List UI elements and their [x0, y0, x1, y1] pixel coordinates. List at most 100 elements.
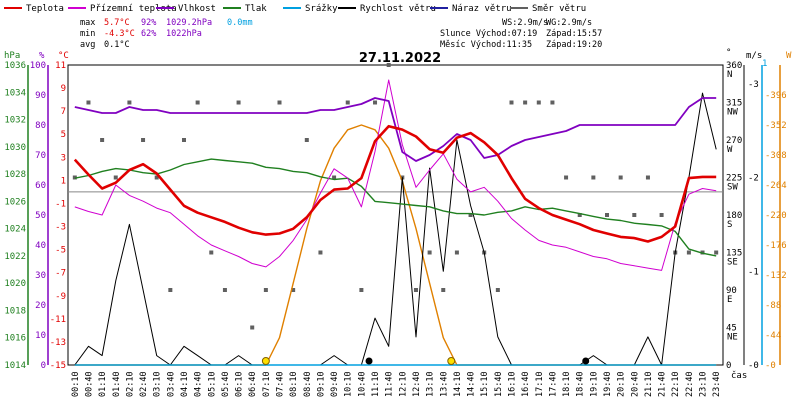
- tick-pct: 90: [35, 91, 46, 101]
- dir-point: [427, 250, 432, 255]
- tick-x: 02:40: [139, 371, 149, 397]
- stat-label-min: min: [80, 29, 95, 39]
- tick-w: -220: [765, 211, 787, 221]
- dir-point: [632, 213, 637, 217]
- tick-celsius: 11: [55, 61, 66, 71]
- tick-x: 18:10: [562, 371, 572, 397]
- tick-celsius: -11: [50, 315, 66, 325]
- tick-pct: 20: [35, 301, 46, 311]
- dir-point: [345, 100, 350, 105]
- dir-point: [209, 250, 214, 255]
- tick-x: 08:40: [303, 371, 313, 397]
- stat-sun-set: Západ:15:57: [546, 29, 602, 39]
- tick-x: 19:10: [589, 371, 599, 397]
- dir-point: [236, 100, 241, 105]
- y-axes: 1036103410321030102810261024102210201018…: [4, 61, 786, 371]
- dir-point: [304, 138, 309, 142]
- dir-point: [127, 100, 132, 105]
- tick-celsius: -9: [55, 292, 66, 302]
- tick-x: 21:10: [644, 371, 654, 397]
- tick-x: 03:40: [166, 371, 176, 397]
- tick-x: 11:40: [385, 371, 395, 397]
- tick-pct: 50: [35, 211, 46, 221]
- tick-x: 05:40: [221, 371, 231, 397]
- stat-temp-min: -4.3°C: [104, 29, 135, 39]
- tick-x: 09:10: [316, 371, 326, 397]
- stat-moon-set: Západ:19:20: [546, 40, 602, 50]
- tick-x: 02:10: [125, 371, 135, 397]
- tick-x: 01:10: [98, 371, 108, 397]
- tick-deg: 90: [726, 286, 737, 296]
- tick-x: 15:10: [480, 371, 490, 397]
- wind-top-label: 1: [762, 59, 767, 69]
- tick-x: 21:40: [658, 371, 668, 397]
- tick-celsius: -1: [55, 199, 66, 209]
- series-sun: [74, 124, 717, 366]
- dir-point: [468, 213, 473, 217]
- tick-x: 06:10: [235, 371, 245, 397]
- tick-x: 08:10: [289, 371, 299, 397]
- dir-point: [509, 100, 514, 105]
- plot-area: [72, 63, 719, 366]
- tick-x: 16:10: [507, 371, 517, 397]
- x-axis-title: čas: [731, 370, 747, 381]
- tick-x: 17:40: [548, 371, 558, 397]
- tick-hpa: 1016: [4, 334, 26, 344]
- tick-celsius: -5: [55, 246, 66, 256]
- dir-point: [86, 100, 91, 105]
- dir-point: [591, 175, 596, 180]
- tick-celsius: 3: [61, 153, 66, 163]
- tick-deg: 360: [726, 61, 742, 71]
- dir-point: [318, 250, 323, 255]
- stat-label-max: max: [80, 18, 95, 28]
- tick-x: 01:40: [112, 371, 122, 397]
- tick-hpa: 1032: [4, 116, 26, 126]
- stat-temp-max: 5.7°C: [104, 18, 130, 28]
- tick-deg: 270: [726, 136, 742, 146]
- tick-x: 17:10: [535, 371, 545, 397]
- tick-ms: -1: [748, 267, 759, 277]
- stat-rain-max: 0.0mm: [227, 18, 253, 28]
- tick-x: 05:10: [207, 371, 217, 397]
- dir-point: [523, 100, 528, 105]
- tick-ms: -0: [748, 361, 759, 371]
- axis-title-celsius: °C: [58, 51, 69, 61]
- tick-deg: 225: [726, 174, 742, 184]
- tick-hpa: 1036: [4, 61, 26, 71]
- tick-w: -0: [765, 361, 776, 371]
- tick-hpa: 1026: [4, 197, 26, 207]
- tick-deg: 45: [726, 324, 737, 334]
- tick-x: 10:10: [344, 371, 354, 397]
- dir-point: [141, 138, 146, 142]
- tick-dir: NW: [727, 108, 738, 118]
- tick-dir: NE: [727, 333, 738, 343]
- stat-wg: WG:2.9m/s: [546, 18, 592, 28]
- tick-dir: E: [727, 295, 732, 305]
- tick-w: -88: [765, 301, 781, 311]
- tick-dir: S: [727, 220, 732, 230]
- tick-x: 22:10: [671, 371, 681, 397]
- dir-point: [263, 288, 268, 292]
- tick-x: 07:40: [276, 371, 286, 397]
- legend-label-wind: Rychlost větru: [360, 4, 436, 14]
- tick-hpa: 1018: [4, 306, 26, 316]
- series-hum: [74, 97, 717, 162]
- axis-title-pct: %: [39, 51, 45, 61]
- moonrise-marker: [365, 357, 373, 365]
- legend-label-gust: Náraz větru: [452, 4, 512, 14]
- tick-x: 12:40: [412, 371, 422, 397]
- stats-block: max min avg 5.7°C -4.3°C 0.1°C 92% 62% 1…: [80, 18, 602, 50]
- tick-x: 03:10: [153, 371, 163, 397]
- tick-pct: 60: [35, 181, 46, 191]
- tick-x: 13:40: [439, 371, 449, 397]
- tick-x: 18:40: [576, 371, 586, 397]
- dir-point: [100, 138, 105, 142]
- tick-x: 00:10: [71, 371, 81, 397]
- chart-title: 27.11.2022: [359, 51, 441, 66]
- dir-point: [291, 288, 296, 292]
- dir-point: [659, 213, 664, 217]
- axis-title-w: W: [786, 51, 792, 61]
- tick-x: 04:40: [194, 371, 204, 397]
- tick-w: -132: [765, 271, 787, 281]
